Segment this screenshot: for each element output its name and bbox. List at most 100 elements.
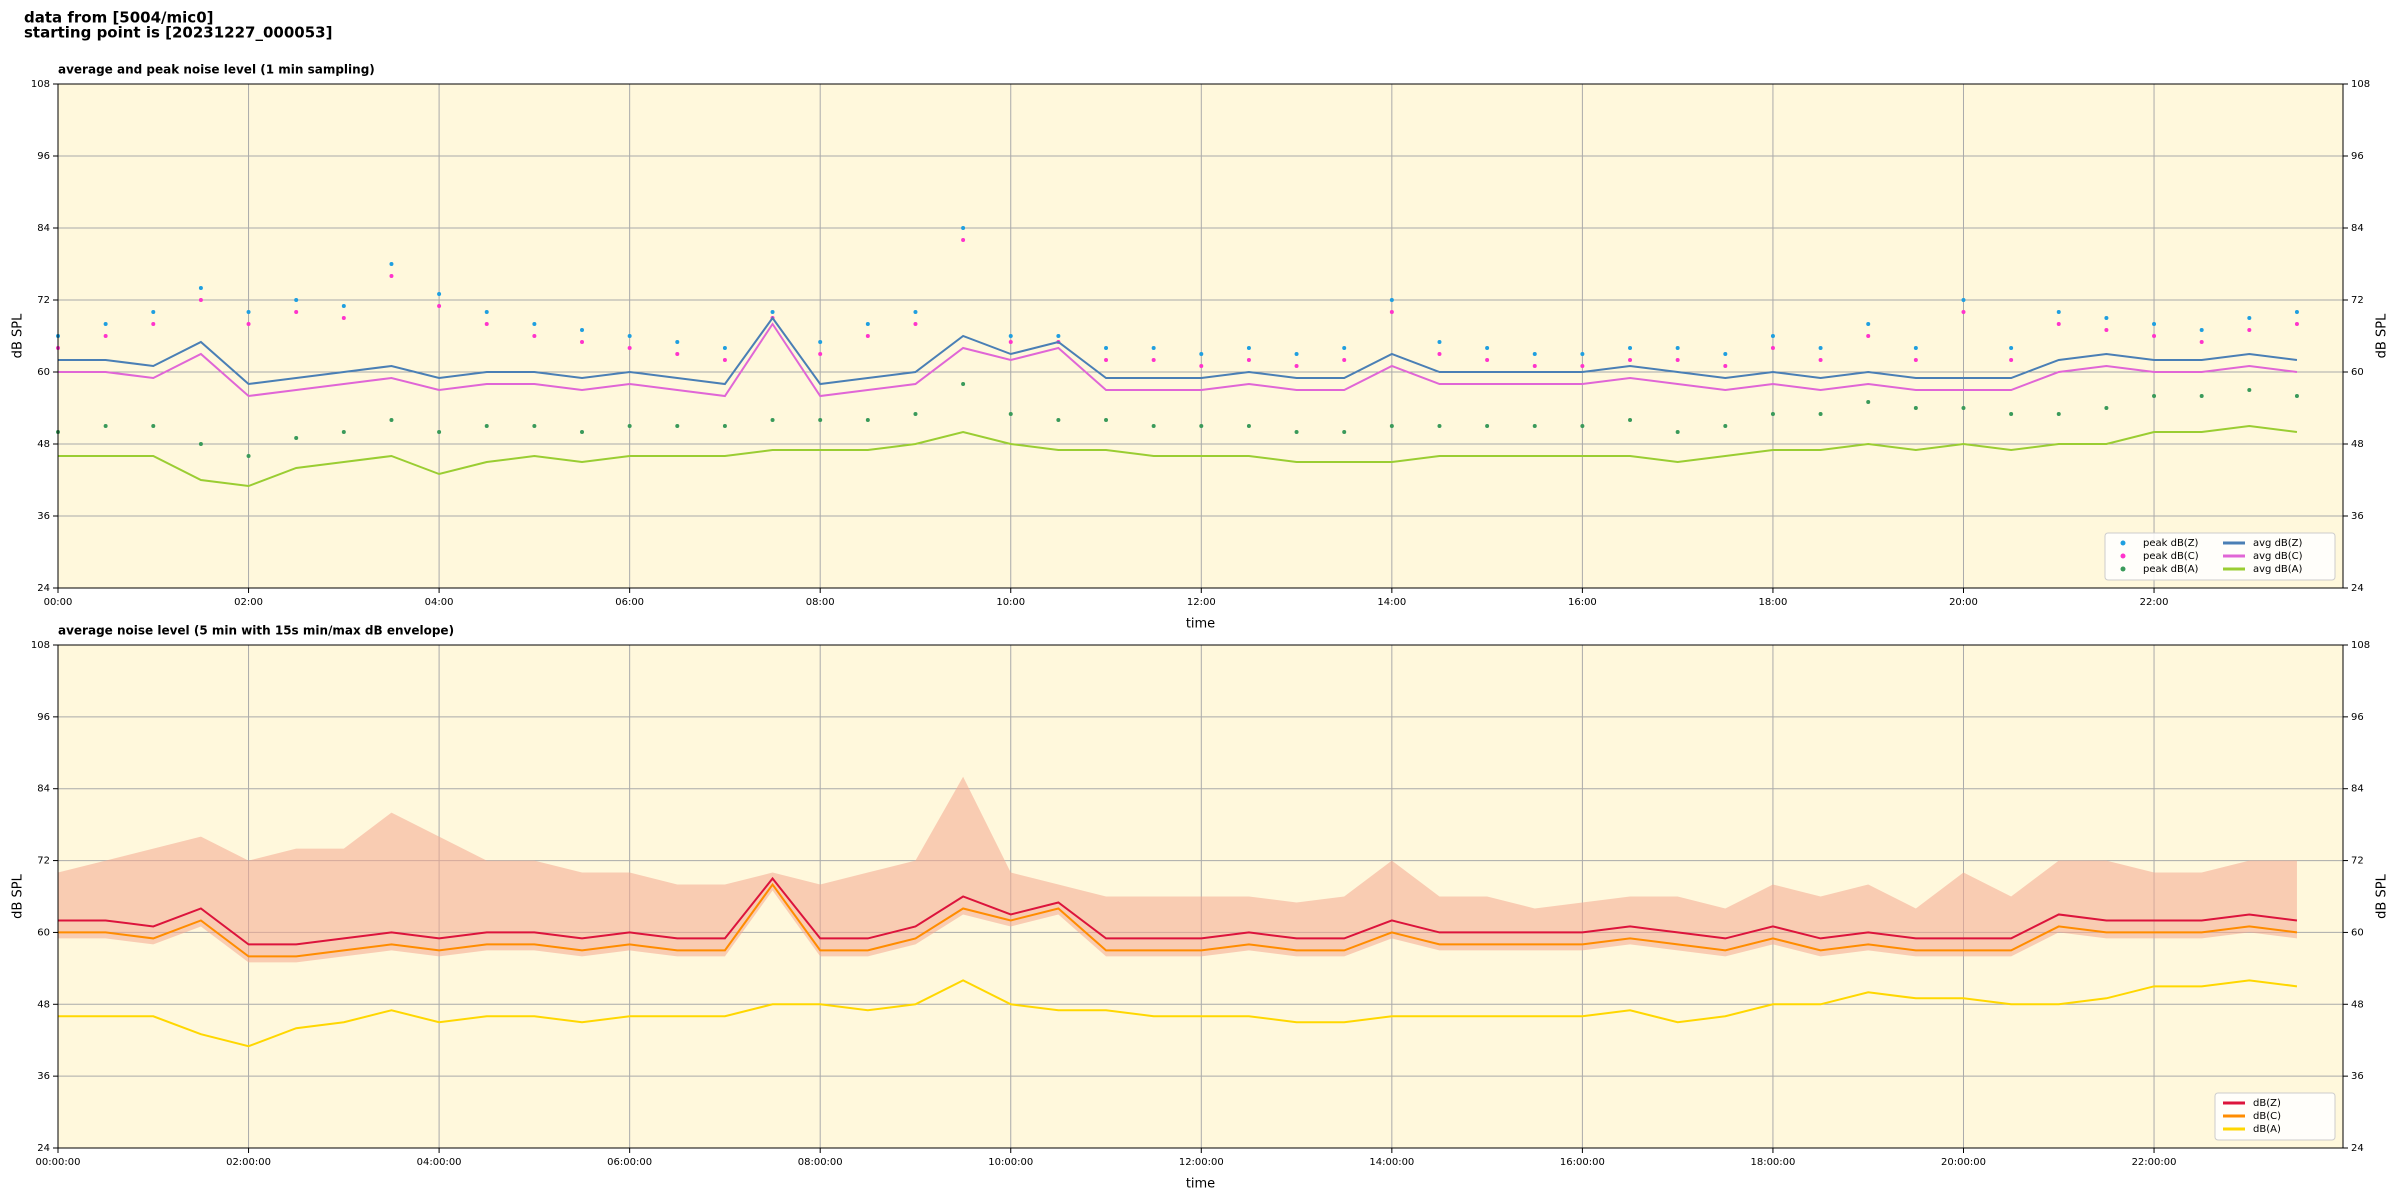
x-tick-label: 06:00 [615, 597, 644, 608]
peak-point [437, 304, 442, 308]
y-tick-label: 108 [31, 79, 50, 90]
peak-point [1437, 352, 1442, 356]
x-axis-label: time [1186, 1177, 1215, 1192]
y-tick-label: 72 [2351, 295, 2364, 306]
y-tick-label: 36 [37, 511, 50, 522]
peak-point [294, 298, 299, 302]
peak-point [198, 298, 203, 302]
peak-point [1866, 322, 1871, 326]
x-tick-label: 10:00 [996, 597, 1025, 608]
peak-point [2199, 394, 2204, 398]
y-tick-label: 96 [2351, 151, 2364, 162]
x-tick-label: 04:00:00 [417, 1157, 462, 1168]
peak-point [818, 352, 823, 356]
peak-point [627, 424, 632, 428]
y-tick-label: 36 [2351, 1071, 2364, 1082]
peak-point [1104, 418, 1109, 422]
chart-title: average and peak noise level (1 min samp… [58, 63, 375, 77]
peak-point [1913, 346, 1918, 350]
peak-point [961, 238, 966, 242]
peak-point [246, 454, 251, 458]
legend-label: dB(Z) [2253, 1098, 2281, 1109]
y-tick-label: 24 [2351, 1143, 2364, 1154]
peak-point [675, 352, 680, 356]
x-tick-label: 14:00:00 [1369, 1157, 1414, 1168]
peak-point [1961, 298, 1966, 302]
peak-point [1008, 334, 1013, 338]
peak-point [580, 430, 585, 434]
peak-point [1723, 364, 1728, 368]
x-tick-label: 14:00 [1377, 597, 1406, 608]
peak-point [1389, 298, 1394, 302]
legend-marker [2120, 566, 2126, 572]
peak-point [1770, 412, 1775, 416]
y-tick-label: 36 [2351, 511, 2364, 522]
peak-point [1199, 424, 1204, 428]
x-tick-label: 02:00:00 [226, 1157, 271, 1168]
peak-point [818, 418, 823, 422]
peak-point [2009, 346, 2014, 350]
peak-point [1723, 352, 1728, 356]
peak-point [2199, 340, 2204, 344]
peak-point [103, 322, 108, 326]
peak-point [913, 322, 918, 326]
x-tick-label: 16:00 [1568, 597, 1597, 608]
y-tick-label: 108 [31, 640, 50, 651]
peak-point [1151, 346, 1156, 350]
peak-point [1675, 346, 1680, 350]
peak-point [2294, 322, 2299, 326]
legend-box [2104, 532, 2336, 581]
peak-point [389, 418, 394, 422]
peak-point [484, 322, 489, 326]
peak-point [675, 424, 680, 428]
peak-point [437, 430, 442, 434]
peak-point [2247, 388, 2252, 392]
x-tick-label: 18:00 [1759, 597, 1788, 608]
x-tick-label: 06:00:00 [607, 1157, 652, 1168]
peak-point [2056, 322, 2061, 326]
y-tick-label: 108 [2351, 79, 2370, 90]
peak-point [1485, 424, 1490, 428]
y-tick-label: 24 [2351, 583, 2364, 594]
peak-point [1628, 418, 1633, 422]
peak-point [1104, 358, 1109, 362]
peak-point [1246, 424, 1251, 428]
peak-point [1056, 334, 1061, 338]
peak-point [1961, 310, 1966, 314]
y-axis-label: dB SPL [11, 313, 26, 358]
peak-point [2104, 316, 2109, 320]
peak-point [1437, 424, 1442, 428]
peak-point [675, 340, 680, 344]
peak-point [484, 310, 489, 314]
y-tick-label: 72 [37, 856, 50, 867]
peak-point [1246, 358, 1251, 362]
x-tick-label: 02:00 [234, 597, 263, 608]
peak-point [2104, 328, 2109, 332]
plot-frame [57, 83, 2344, 589]
peak-point [2247, 316, 2252, 320]
plot-background [58, 84, 2343, 588]
peak-point [1532, 364, 1537, 368]
peak-point [1961, 406, 1966, 410]
peak-point [151, 310, 156, 314]
y-tick-label: 48 [2351, 439, 2364, 450]
peak-point [1818, 412, 1823, 416]
peak-point [1294, 352, 1299, 356]
peak-point [1104, 346, 1109, 350]
x-tick-label: 04:00 [425, 597, 454, 608]
y-tick-label: 36 [37, 1071, 50, 1082]
peak-point [246, 322, 251, 326]
peak-point [2009, 358, 2014, 362]
peak-point [151, 322, 156, 326]
series-line [58, 876, 2298, 946]
y-tick-label: 60 [2351, 367, 2364, 378]
peak-point [389, 274, 394, 278]
y-tick-label: 96 [37, 712, 50, 723]
y-axis-label: dB SPL [2375, 873, 2390, 918]
plot-frame [57, 644, 2344, 1149]
peak-point [2294, 394, 2299, 398]
peak-point [2294, 310, 2299, 314]
peak-point [961, 226, 966, 230]
peak-point [722, 346, 727, 350]
peak-point [1580, 352, 1585, 356]
